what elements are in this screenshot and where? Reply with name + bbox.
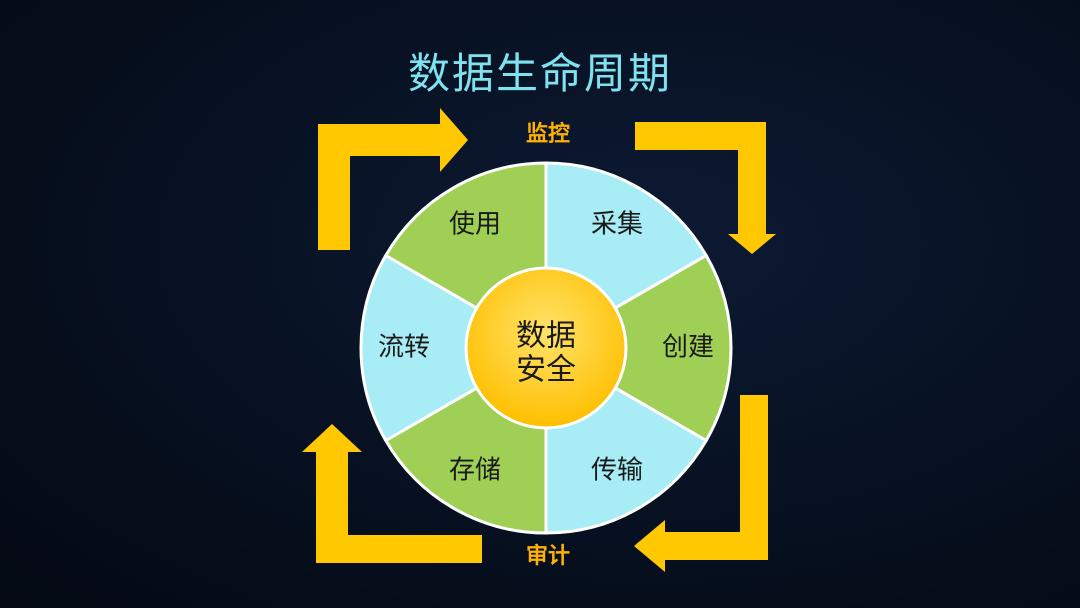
segment-label: 流转: [378, 333, 430, 363]
segment-label: 使用: [449, 210, 501, 240]
bottom-right-arrow: [634, 395, 768, 572]
top-left-arrow: [318, 108, 468, 250]
segment-label: 创建: [662, 333, 714, 363]
bottom-left-arrow: [302, 424, 482, 563]
center-text-line2: 安全: [516, 353, 576, 388]
segment-label: 传输: [591, 455, 643, 485]
segment-label: 采集: [591, 210, 643, 240]
slide-title: 数据生命周期: [407, 49, 672, 98]
top-right-arrow: [635, 122, 776, 254]
audit-label: 审计: [525, 544, 570, 569]
segment-label: 存储: [449, 455, 501, 485]
center-circle: [464, 266, 628, 430]
center-text-line1: 数据: [516, 319, 576, 354]
wheel-segment: [542, 253, 733, 443]
monitor-label: 监控: [525, 122, 570, 147]
wheel-segment: [359, 253, 550, 443]
